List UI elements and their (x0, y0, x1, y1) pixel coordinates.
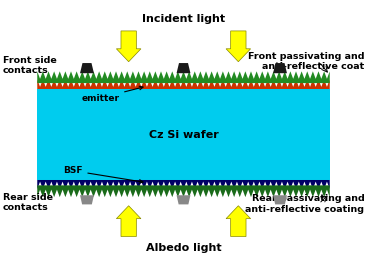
Polygon shape (37, 180, 330, 189)
Polygon shape (80, 195, 94, 204)
FancyArrow shape (226, 31, 251, 62)
Polygon shape (273, 63, 287, 73)
Text: Front side
contacts: Front side contacts (3, 56, 56, 75)
Polygon shape (37, 185, 330, 197)
Polygon shape (273, 195, 287, 204)
Text: Rear side
contacts: Rear side contacts (3, 193, 52, 212)
Text: Front passivating and
anti-reflective coat: Front passivating and anti-reflective co… (248, 52, 364, 71)
Text: Incident light: Incident light (142, 14, 225, 24)
Polygon shape (80, 63, 94, 73)
FancyArrow shape (116, 206, 141, 236)
Polygon shape (37, 79, 330, 89)
Polygon shape (177, 63, 190, 73)
FancyArrow shape (226, 206, 251, 236)
FancyArrow shape (116, 31, 141, 62)
Text: BSF: BSF (63, 166, 143, 183)
Polygon shape (177, 195, 190, 204)
Text: emitter: emitter (81, 86, 143, 102)
Text: Albedo light: Albedo light (146, 243, 221, 253)
Text: Cz Si wafer: Cz Si wafer (149, 129, 218, 140)
Text: Rear passivating and
anti-reflective coating: Rear passivating and anti-reflective coa… (246, 194, 364, 214)
Polygon shape (37, 71, 330, 83)
Bar (37, 89, 330, 180)
